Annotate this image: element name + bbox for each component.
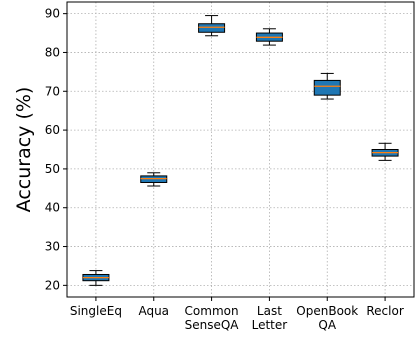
x-tick-label: Common — [185, 304, 239, 318]
x-tick-label: OpenBook — [296, 304, 358, 318]
y-axis-label: Accuracy (%) — [13, 87, 35, 213]
x-tick-label: QA — [318, 318, 336, 332]
grid-lines — [67, 2, 414, 297]
x-tick-label: Letter — [252, 318, 288, 332]
x-tick-label: Last — [257, 304, 282, 318]
y-tick-label: 40 — [45, 201, 60, 215]
y-tick-label: 80 — [45, 45, 60, 59]
plot-frame — [66, 1, 415, 298]
y-tick-label: 20 — [45, 278, 60, 292]
x-tick-label: Reclor — [366, 304, 403, 318]
y-tick-label: 50 — [45, 162, 60, 176]
iqr-box — [198, 23, 226, 33]
x-tick-label: SenseQA — [185, 318, 240, 332]
x-tick-label: Aqua — [138, 304, 169, 318]
box-aqua — [140, 172, 168, 187]
y-tick-label: 60 — [45, 123, 60, 137]
y-tick-label: 70 — [45, 84, 60, 98]
y-tick-label: 30 — [45, 240, 60, 254]
y-tick-label: 90 — [45, 7, 60, 21]
y-axis: 20 30 40 50 60 70 80 90 — [45, 7, 67, 292]
box-series — [82, 15, 399, 286]
x-tick-label: SingleEq — [70, 304, 122, 318]
box-openbook-qa — [313, 72, 341, 100]
box-singleeq — [82, 270, 110, 286]
iqr-box — [313, 79, 341, 96]
box-last-letter — [255, 28, 283, 46]
box-common-senseqa — [198, 15, 226, 37]
box-reclor — [371, 142, 399, 161]
